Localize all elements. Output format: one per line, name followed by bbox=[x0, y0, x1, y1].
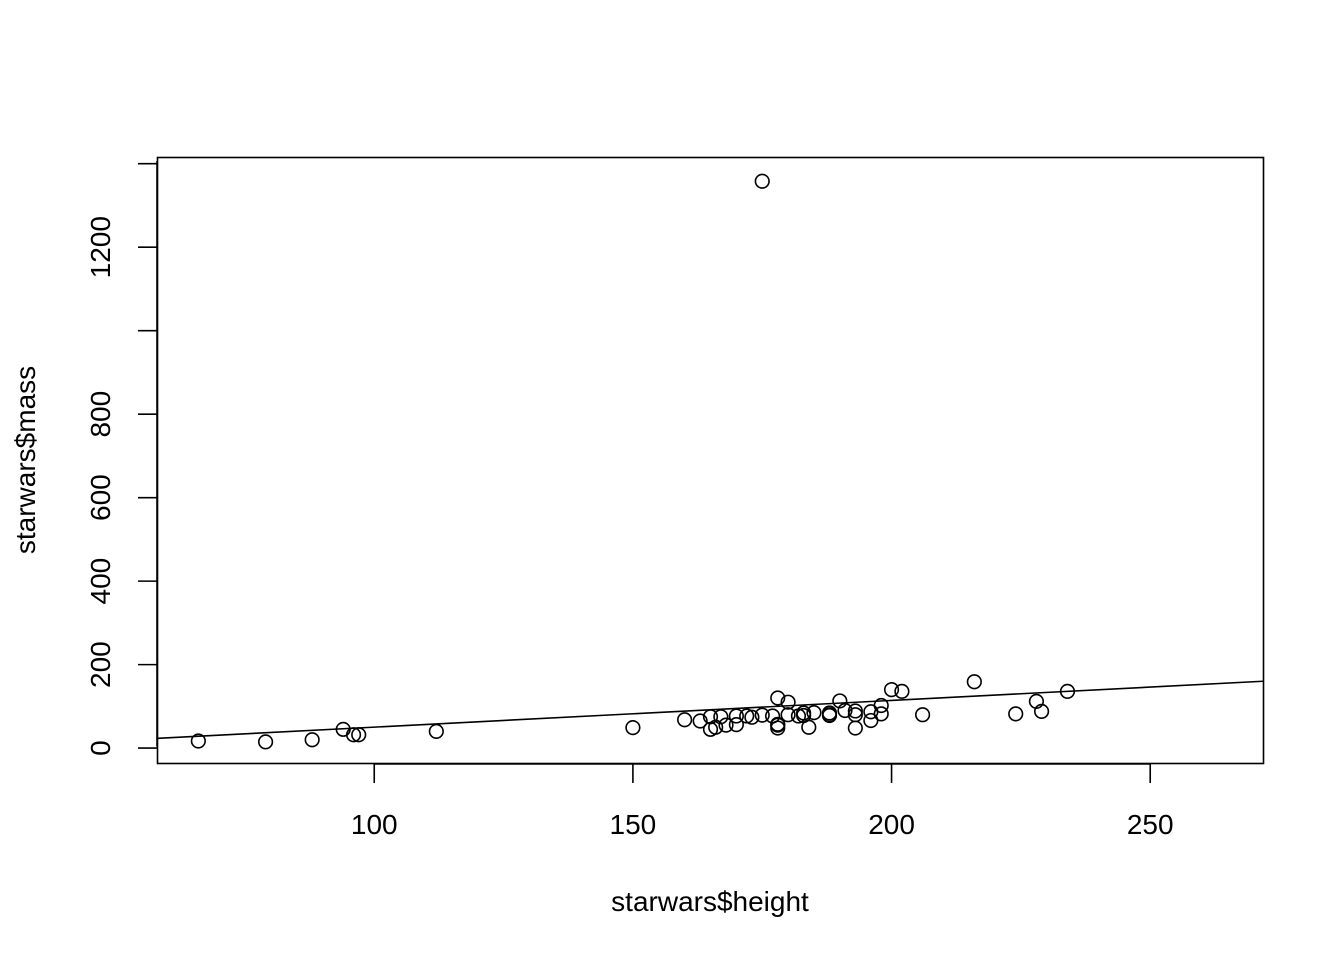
data-point bbox=[915, 707, 931, 723]
data-point bbox=[806, 705, 822, 721]
data-point bbox=[258, 734, 274, 750]
data-point bbox=[883, 682, 900, 698]
data-point bbox=[832, 693, 848, 709]
data-point bbox=[345, 727, 362, 743]
y-tick-label: 600 bbox=[85, 474, 116, 521]
data-point bbox=[770, 720, 786, 736]
data-point bbox=[428, 723, 444, 740]
x-tick-label: 100 bbox=[351, 809, 398, 840]
y-tick-label: 400 bbox=[85, 558, 116, 605]
data-point bbox=[713, 709, 729, 725]
data-point bbox=[837, 702, 853, 719]
data-point bbox=[692, 713, 708, 729]
data-point bbox=[894, 683, 910, 699]
data-point bbox=[821, 707, 838, 724]
data-point bbox=[304, 732, 320, 748]
data-point bbox=[190, 733, 206, 749]
data-point bbox=[770, 716, 786, 732]
data-point bbox=[847, 720, 863, 736]
data-point bbox=[1059, 683, 1076, 699]
data-point bbox=[780, 694, 796, 710]
plot-frame bbox=[156, 156, 1265, 765]
data-point bbox=[847, 703, 863, 719]
data-point bbox=[718, 717, 734, 733]
data-point bbox=[1008, 706, 1024, 722]
data-point bbox=[780, 707, 796, 723]
data-point bbox=[625, 720, 641, 736]
data-point bbox=[744, 709, 760, 725]
data-point bbox=[801, 719, 817, 735]
y-axis-title: starwars$mass bbox=[10, 366, 41, 554]
x-axis-title: starwars$height bbox=[611, 886, 809, 917]
data-point bbox=[754, 707, 770, 723]
x-tick-label: 250 bbox=[1127, 809, 1174, 840]
data-point bbox=[351, 727, 367, 743]
y-tick-label: 800 bbox=[85, 391, 116, 438]
data-point bbox=[863, 712, 879, 729]
data-point bbox=[770, 690, 786, 706]
x-axis: 100 150 200 250 bbox=[351, 763, 1174, 840]
data-points bbox=[190, 173, 1076, 750]
data-point bbox=[728, 708, 744, 724]
y-tick-label: 1200 bbox=[85, 216, 116, 278]
data-point bbox=[966, 674, 982, 690]
data-point bbox=[796, 705, 812, 721]
data-point bbox=[873, 706, 889, 722]
data-point bbox=[728, 717, 744, 733]
data-point bbox=[677, 712, 693, 728]
y-tick-label: 200 bbox=[85, 641, 116, 688]
y-axis: 0 200 400 600 800 1200 bbox=[85, 161, 158, 756]
data-point bbox=[873, 697, 889, 714]
data-point bbox=[1033, 703, 1050, 719]
data-point bbox=[754, 173, 770, 189]
x-tick-label: 150 bbox=[610, 809, 657, 840]
x-tick-label: 200 bbox=[868, 809, 915, 840]
y-tick-label: 0 bbox=[85, 740, 116, 756]
